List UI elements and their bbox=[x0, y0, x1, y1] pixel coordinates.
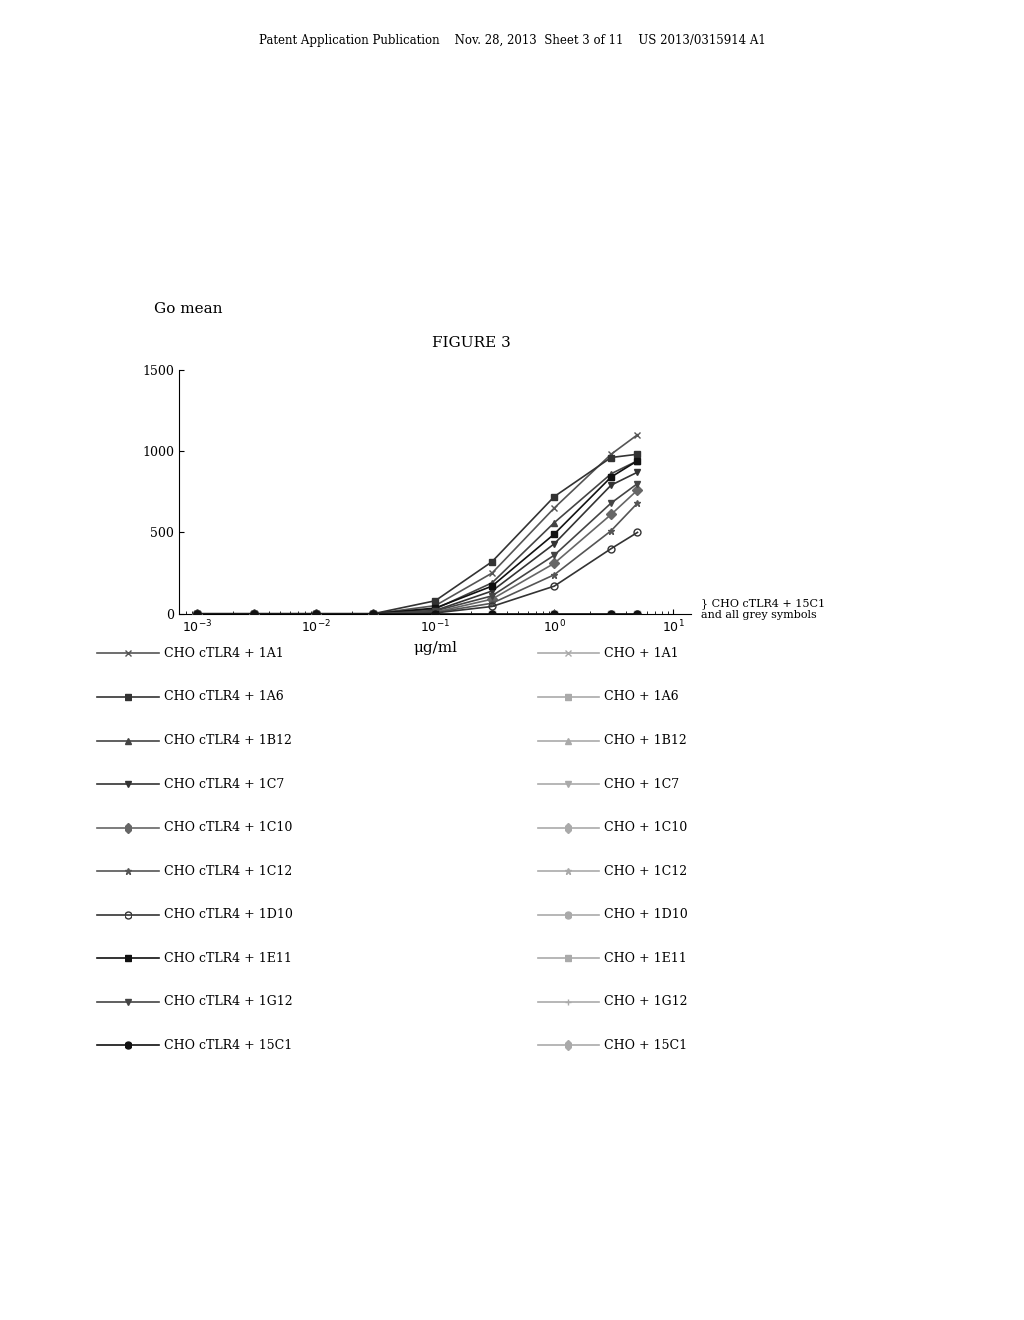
Text: CHO cTLR4 + 1C10: CHO cTLR4 + 1C10 bbox=[164, 821, 292, 834]
Text: CHO + 1D10: CHO + 1D10 bbox=[604, 908, 688, 921]
Text: CHO + 1C7: CHO + 1C7 bbox=[604, 777, 679, 791]
Text: CHO + 1A1: CHO + 1A1 bbox=[604, 647, 679, 660]
Text: CHO cTLR4 + 1G12: CHO cTLR4 + 1G12 bbox=[164, 995, 293, 1008]
Text: CHO + 1G12: CHO + 1G12 bbox=[604, 995, 688, 1008]
Text: } CHO cTLR4 + 15C1
and all grey symbols: } CHO cTLR4 + 15C1 and all grey symbols bbox=[701, 598, 825, 620]
Text: Patent Application Publication    Nov. 28, 2013  Sheet 3 of 11    US 2013/031591: Patent Application Publication Nov. 28, … bbox=[259, 34, 765, 48]
Text: CHO + 1A6: CHO + 1A6 bbox=[604, 690, 679, 704]
Text: CHO cTLR4 + 15C1: CHO cTLR4 + 15C1 bbox=[164, 1039, 292, 1052]
Text: CHO cTLR4 + 1C12: CHO cTLR4 + 1C12 bbox=[164, 865, 292, 878]
Text: CHO + 1E11: CHO + 1E11 bbox=[604, 952, 687, 965]
Text: CHO cTLR4 + 1D10: CHO cTLR4 + 1D10 bbox=[164, 908, 293, 921]
Text: CHO cTLR4 + 1E11: CHO cTLR4 + 1E11 bbox=[164, 952, 292, 965]
Text: Go mean: Go mean bbox=[154, 302, 222, 315]
Text: CHO cTLR4 + 1B12: CHO cTLR4 + 1B12 bbox=[164, 734, 292, 747]
Text: CHO cTLR4 + 1C7: CHO cTLR4 + 1C7 bbox=[164, 777, 284, 791]
Text: CHO + 1B12: CHO + 1B12 bbox=[604, 734, 687, 747]
Text: CHO + 1C12: CHO + 1C12 bbox=[604, 865, 687, 878]
Text: CHO cTLR4 + 1A6: CHO cTLR4 + 1A6 bbox=[164, 690, 284, 704]
Text: FIGURE 3: FIGURE 3 bbox=[432, 335, 510, 350]
Text: CHO + 15C1: CHO + 15C1 bbox=[604, 1039, 687, 1052]
Text: CHO + 1C10: CHO + 1C10 bbox=[604, 821, 687, 834]
X-axis label: μg/ml: μg/ml bbox=[414, 640, 457, 655]
Text: CHO cTLR4 + 1A1: CHO cTLR4 + 1A1 bbox=[164, 647, 284, 660]
